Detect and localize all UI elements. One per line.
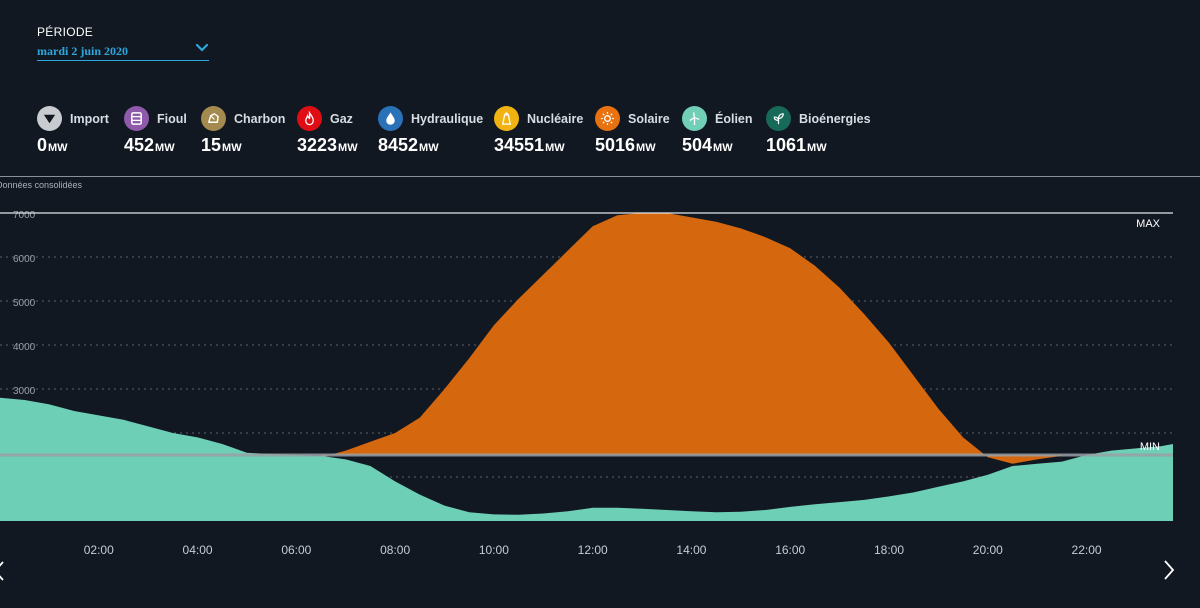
coal-icon <box>201 106 226 131</box>
legend-value: 3223MW <box>297 135 358 155</box>
legend-label: Gaz <box>330 112 353 126</box>
x-tick-label: 12:00 <box>578 543 608 557</box>
legend-label: Fioul <box>157 112 187 126</box>
selected-date: mardi 2 juin 2020 <box>37 44 129 58</box>
flame-icon <box>297 106 322 131</box>
y-tick-label: 7000 <box>13 210 36 221</box>
legend-label: Charbon <box>234 112 286 126</box>
legend-value: 452MW <box>124 135 175 155</box>
section-divider <box>0 176 1200 177</box>
period-label: PÉRIODE <box>37 25 94 39</box>
x-tick-label: 10:00 <box>479 543 509 557</box>
leaf-icon <box>766 106 791 131</box>
y-tick-label: 4000 <box>13 342 36 353</box>
date-selector[interactable]: mardi 2 juin 2020 <box>37 40 209 61</box>
next-arrow-icon[interactable] <box>1162 559 1176 581</box>
energy-legend: Import 0MW Fioul 452MW Charbon 15MW Gaz … <box>37 106 937 158</box>
nuclear-icon <box>494 106 519 131</box>
x-tick-label: 16:00 <box>775 543 805 557</box>
wind-turbine-icon <box>682 106 707 131</box>
min-label: MIN <box>1140 441 1160 453</box>
legend-label: Import <box>70 112 109 126</box>
x-tick-label: 04:00 <box>183 543 213 557</box>
x-tick-label: 18:00 <box>874 543 904 557</box>
x-tick-label: 22:00 <box>1072 543 1102 557</box>
legend-label: Solaire <box>628 112 670 126</box>
y-tick-label: 3000 <box>13 386 36 397</box>
x-tick-label: 20:00 <box>973 543 1003 557</box>
legend-value: 504MW <box>682 135 733 155</box>
y-tick-label: 6000 <box>13 254 36 265</box>
legend-value: 0MW <box>37 135 68 155</box>
x-tick-label: 08:00 <box>380 543 410 557</box>
previous-arrow-icon[interactable] <box>0 560 6 582</box>
max-label: MAX <box>1136 218 1161 230</box>
production-chart: 1000200030004000500060007000MAXMIN02:000… <box>0 210 1173 557</box>
legend-value: 34551MW <box>494 135 565 155</box>
x-tick-label: 14:00 <box>676 543 706 557</box>
series-area-eolien <box>0 397 1173 521</box>
y-tick-label: 5000 <box>13 298 36 309</box>
chevron-down-icon <box>196 43 208 52</box>
series-area-solaire <box>321 213 1062 464</box>
legend-value: 15MW <box>201 135 242 155</box>
legend-value: 5016MW <box>595 135 656 155</box>
water-drop-icon <box>378 106 403 131</box>
legend-value: 1061MW <box>766 135 827 155</box>
legend-label: Bioénergies <box>799 112 871 126</box>
oil-barrel-icon <box>124 106 149 131</box>
legend-label: Éolien <box>715 112 753 126</box>
x-tick-label: 02:00 <box>84 543 114 557</box>
import-icon <box>37 106 62 131</box>
legend-value: 8452MW <box>378 135 439 155</box>
x-tick-label: 06:00 <box>281 543 311 557</box>
legend-label: Hydraulique <box>411 112 484 126</box>
sun-icon <box>595 106 620 131</box>
consolidated-label: Données consolidées <box>0 180 83 190</box>
legend-label: Nucléaire <box>527 112 584 126</box>
